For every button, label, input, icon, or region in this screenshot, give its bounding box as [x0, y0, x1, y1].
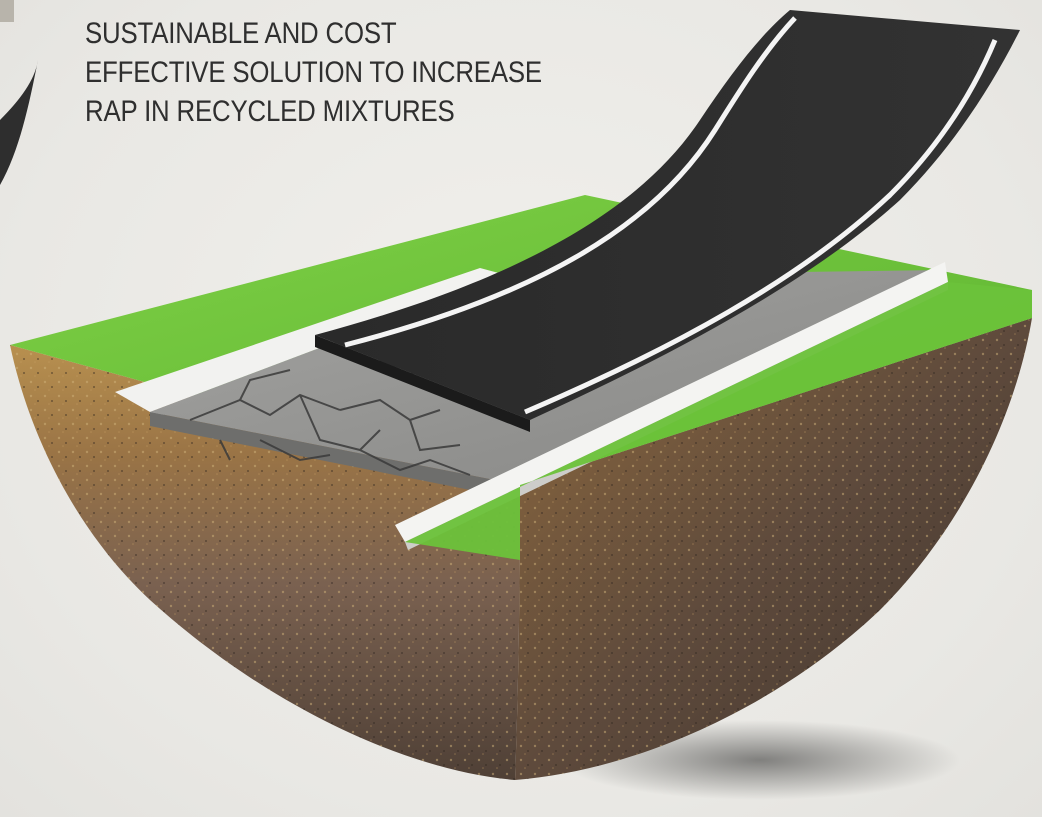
right-curb [395, 262, 948, 542]
headline-line-3: RAP IN RECYCLED MIXTURES [85, 95, 455, 128]
headline-line-2: EFFECTIVE SOLUTION TO INCREASE [85, 56, 542, 89]
right-grass-strip [405, 282, 1032, 560]
headline: SUSTAINABLE AND COST EFFECTIVE SOLUTION … [85, 14, 567, 131]
lane-marking-right [524, 39, 998, 415]
partial-photo-corner [0, 0, 14, 22]
lane-marking-left [344, 16, 797, 348]
headline-line-1: SUSTAINABLE AND COST [85, 17, 397, 50]
left-curb [115, 268, 510, 412]
partial-road-curl-left [0, 60, 38, 185]
new-asphalt-layer [315, 10, 1020, 420]
